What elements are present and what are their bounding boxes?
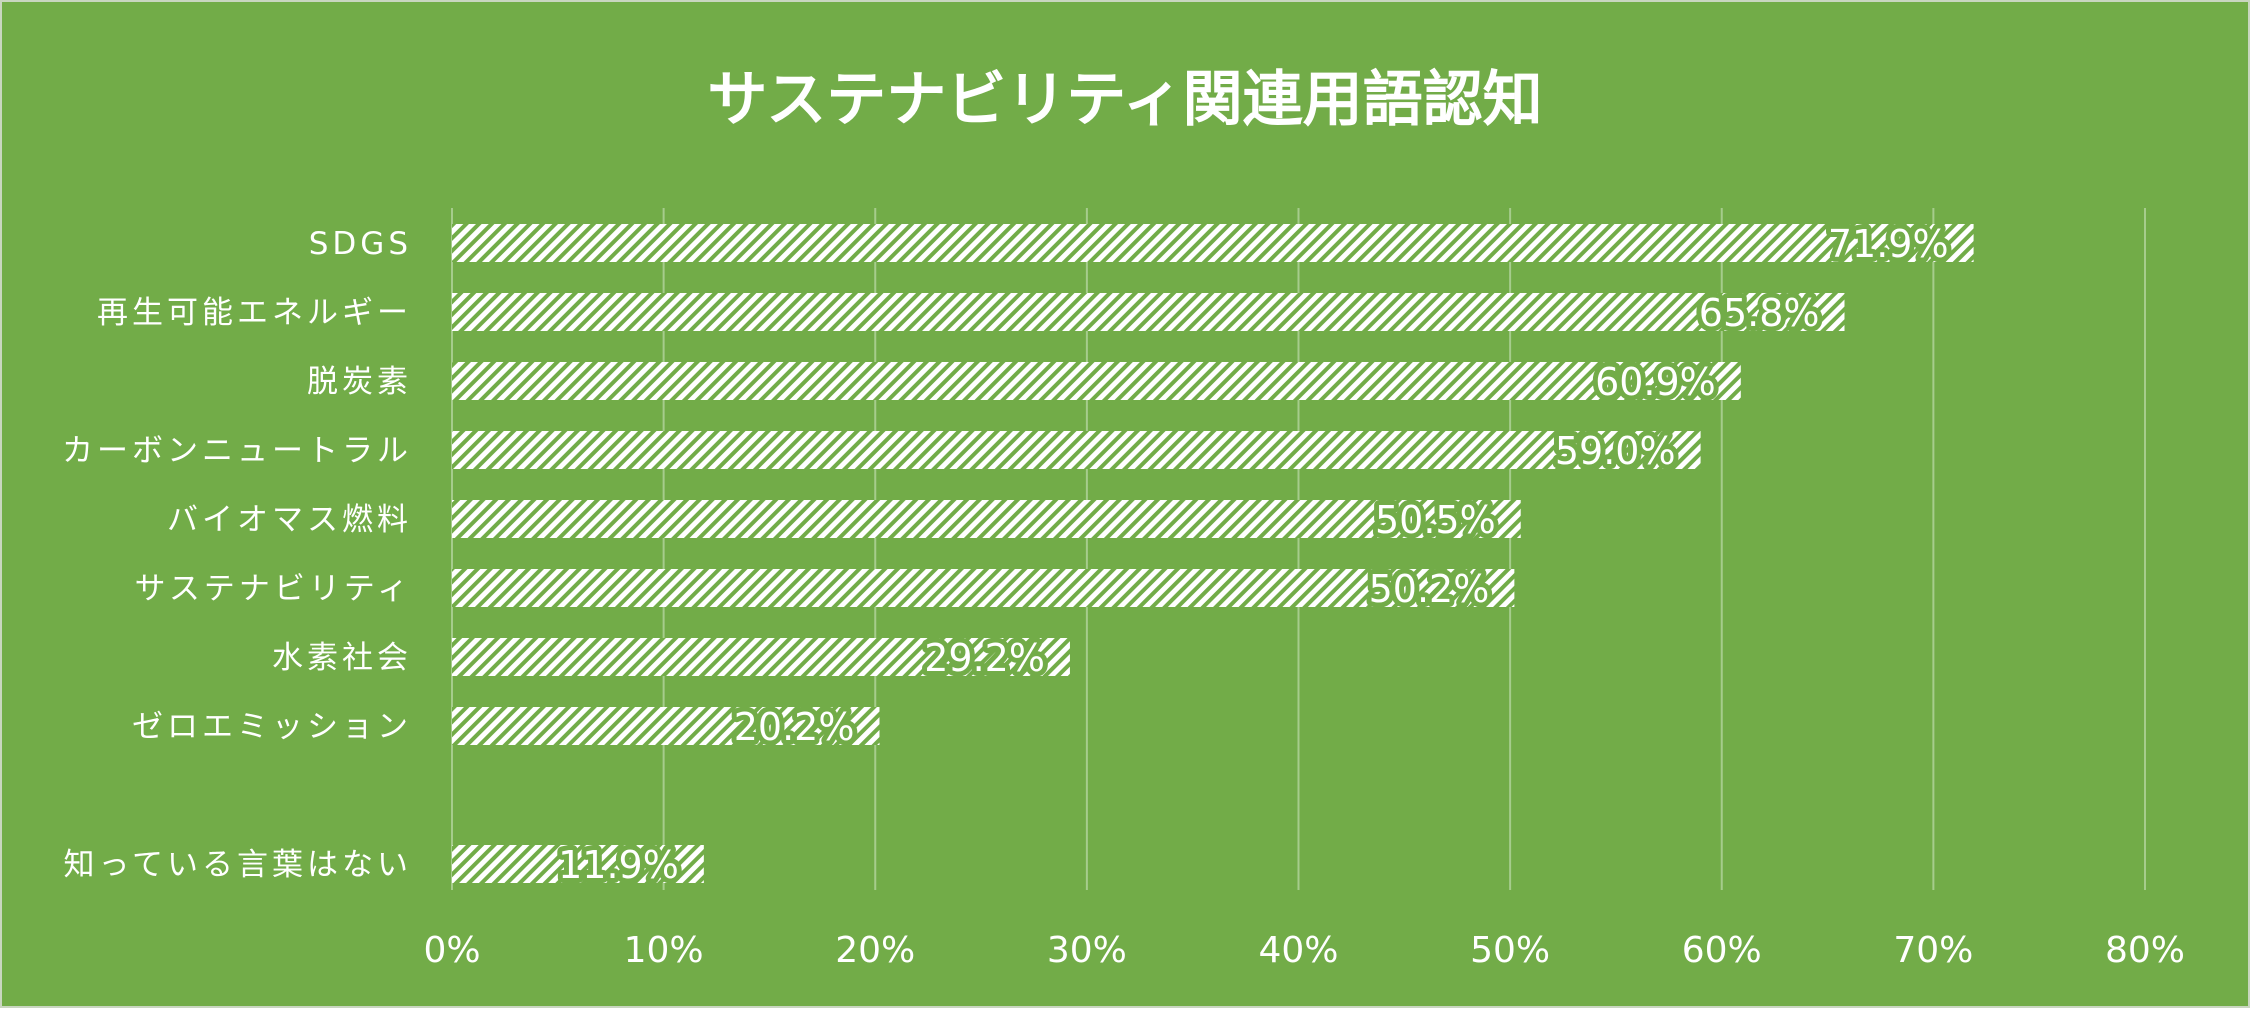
bar (452, 431, 1701, 469)
x-tick-label: 10% (624, 930, 704, 971)
bar (452, 845, 704, 883)
bar (452, 362, 1741, 400)
x-tick-label: 70% (1893, 930, 1973, 971)
data-label: 29.2% (924, 636, 1045, 680)
category-label: 水素社会 (272, 640, 412, 676)
x-tick-label: 20% (835, 930, 915, 971)
data-label: 60.9% (1595, 360, 1716, 404)
data-label: 50.5% (1375, 498, 1496, 542)
x-tick-label: 50% (1470, 930, 1550, 971)
category-label: SDGS (309, 226, 412, 262)
data-label: 11.9% (558, 843, 679, 887)
x-tick-label: 40% (1258, 930, 1338, 971)
bar (452, 638, 1070, 676)
data-label: 50.2% (1369, 567, 1490, 611)
chart-title: サステナビリティ関連用語認知 (707, 65, 1542, 135)
category-labels: SDGS 再生可能エネルギー脱炭素カーボンニュートラルバイオマス燃料サステナビリテ… (62, 226, 412, 883)
bars (452, 224, 1974, 883)
bar (452, 707, 880, 745)
data-label: 20.2% (734, 705, 855, 749)
x-axis-tick-labels: 0% 10% 20% 30% 40% 50% 60% 70% 80% (423, 930, 2185, 971)
bar (452, 569, 1515, 607)
data-label: 59.0% (1555, 429, 1676, 473)
category-label: カーボンニュートラル (62, 433, 412, 469)
value-labels: 71.9%65.8% 60.9% 59.0% 50.5% 50.2% 29.2% 20.2%… (553, 217, 1953, 892)
category-label: サステナビリティ (134, 571, 412, 607)
bar (452, 224, 1974, 262)
x-tick-label: 0% (423, 930, 480, 971)
category-label: ゼロエミッション (132, 709, 412, 745)
x-tick-label: 60% (1682, 930, 1762, 971)
bar (452, 500, 1521, 538)
category-label: 脱炭素 (307, 364, 412, 400)
category-label: 知っている言葉はない (64, 847, 412, 883)
bar (452, 293, 1845, 331)
data-label: 71.9% (1828, 222, 1949, 266)
category-label: バイオマス燃料 (167, 502, 412, 538)
data-label: 65.8% (1699, 291, 1820, 335)
category-label: 再生可能エネルギー (97, 295, 412, 331)
x-tick-label: 80% (2105, 930, 2185, 971)
x-tick-label: 30% (1047, 930, 1127, 971)
